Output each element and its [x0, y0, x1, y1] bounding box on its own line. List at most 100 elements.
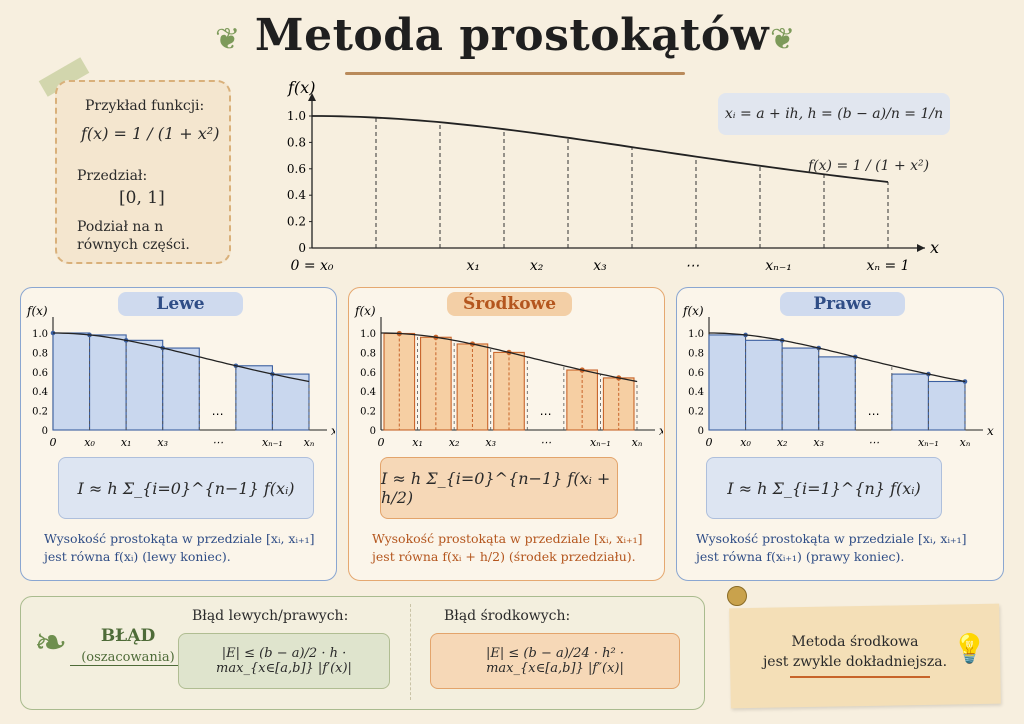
y-axis-label: f(x): [354, 305, 376, 318]
panel-mid-title: Środkowe: [447, 292, 572, 316]
tip-underline: [790, 676, 930, 678]
rectangle: [235, 365, 273, 431]
error-lr-formula: |E| ≤ (b − a)/2 · h · max_{x∈[a,b]} |f′(…: [178, 633, 390, 689]
x-tick-label: x₃: [485, 436, 496, 449]
panel-right-formula: I ≈ h Σ_{i=1}^{n} f(xᵢ): [706, 457, 942, 519]
x-tick-label: x₁: [467, 258, 481, 274]
x-axis-label: x: [331, 424, 335, 438]
x-tick-label: xₙ = 1: [866, 258, 909, 274]
leaf-icon: ❧: [34, 620, 68, 666]
x-tick-label: x₃: [813, 436, 824, 449]
error-subtitle: (oszacowania): [70, 650, 186, 666]
rectangle: [271, 373, 310, 431]
y-tick-label: 1.0: [360, 329, 376, 340]
function-curve: [53, 332, 310, 383]
x-tick-label: 0: [706, 436, 713, 449]
x-axis-label: x: [930, 238, 939, 257]
x-tick-label: 0: [50, 436, 57, 449]
y-tick-label: 0.2: [32, 407, 48, 418]
y-tick-label: 0.4: [360, 387, 376, 398]
rectangle: [927, 380, 966, 431]
y-tick-label: 0.2: [287, 215, 306, 229]
node-formula: xᵢ = a + ih, h = (b − a)/n = 1/n: [718, 93, 950, 135]
x-tick-label: xₙ: [304, 436, 315, 449]
error-mid-label: Błąd środkowych:: [444, 608, 571, 624]
tip-line-1: Metoda środkowa: [791, 634, 919, 650]
main-chart: f(x) x 1.0 0.8 0.6 0.4 0.2 0 0 = x₀ x₁ x₂ x₃ ⋯ xₙ₋₁ xₙ…: [287, 78, 939, 274]
x-tick-label: xₙ₋₁: [765, 258, 792, 274]
panel-left-formula: I ≈ h Σ_{i=0}^{n−1} f(xᵢ): [58, 457, 314, 519]
y-axis-arrow: [308, 93, 316, 101]
panel-right-desc-1: Wysokość prostokąta w przedziale [xᵢ, xᵢ…: [696, 531, 967, 546]
panel-right-desc-2: jest równa f(xᵢ₊₁) (prawy koniec).: [696, 549, 905, 564]
x-tick-label: 0 = x₀: [290, 258, 333, 274]
rectangle: [818, 356, 856, 431]
ellipsis: ⋯: [540, 407, 552, 421]
page-title: Metoda prostokątów: [254, 10, 770, 61]
interval-label: Przedział:: [77, 168, 148, 184]
pin-icon: [727, 586, 747, 606]
error-mid-formula: |E| ≤ (b − a)/24 · h² · max_{x∈[a,b]} |f…: [430, 633, 680, 689]
example-note: Przykład funkcji: f(x) = 1 / (1 + x²) Pr…: [55, 80, 231, 264]
y-tick-label: 0.4: [32, 387, 48, 398]
function-curve: [312, 115, 889, 183]
rectangle: [745, 339, 783, 431]
x-tick-label: xₙ: [632, 436, 643, 449]
interval-value: [0, 1]: [119, 188, 165, 208]
y-tick-label: 0.2: [688, 407, 704, 418]
y-tick-label: 1.0: [287, 109, 306, 123]
x-tick-label: 0: [378, 436, 385, 449]
error-divider: [410, 604, 411, 700]
panel-mid-desc-1: Wysokość prostokąta w przedziale [xᵢ, xᵢ…: [372, 531, 643, 546]
x-tick-label: ⋯: [540, 436, 551, 449]
x-tick-label: x₀: [84, 436, 95, 449]
y-axis-label: f(x): [287, 78, 315, 97]
function-curve: [381, 332, 638, 383]
y-tick-label: 0.8: [688, 348, 704, 359]
rectangle: [708, 334, 747, 431]
y-tick-label: 0.2: [360, 407, 376, 418]
x-tick-label: x₂: [449, 436, 460, 449]
x-tick-label: x₁: [121, 436, 132, 449]
y-tick-label: 0: [298, 241, 306, 255]
x-tick-label: ⋯: [212, 436, 223, 449]
division-text: Podział na n równych części.: [77, 219, 190, 253]
panel-left-desc-1: Wysokość prostokąta w przedziale [xᵢ, xᵢ…: [44, 531, 315, 546]
x-tick-label: xₙ: [960, 436, 971, 449]
panel-mid-chart: f(x) x 1.0 0.8 0.6 0.4 0.2 0 ⋯ 0 x₁ x₂ x₃ ⋯ xₙ₋₁ xₙ: [354, 305, 663, 449]
y-tick-label: 0.6: [688, 368, 704, 379]
panel-left-desc-2: jest równa f(xᵢ) (lewy koniec).: [44, 549, 231, 564]
panel-left-title: Lewe: [118, 292, 243, 316]
error-title: BŁĄD: [100, 626, 156, 646]
x-tick-label: ⋯: [685, 258, 699, 274]
y-tick-label: 0.6: [360, 368, 376, 379]
function-curve: [709, 332, 966, 383]
y-tick-label: 0.8: [360, 348, 376, 359]
rectangle: [89, 334, 127, 431]
example-heading: Przykład funkcji:: [85, 98, 205, 114]
left-sprig-icon: ❦: [215, 22, 241, 57]
x-tick-label: x₁: [412, 436, 423, 449]
panel-right-title: Prawe: [780, 292, 905, 316]
lightbulb-icon: 💡: [952, 632, 987, 665]
rectangle: [566, 369, 598, 431]
y-tick-label: 0: [370, 426, 376, 437]
panel-mid-formula: I ≈ h Σ_{i=0}^{n−1} f(xᵢ + h/2): [380, 457, 618, 519]
ellipsis: ⋯: [212, 407, 224, 421]
x-tick-label: xₙ₋₁: [262, 436, 283, 449]
rectangle: [891, 373, 929, 431]
y-tick-label: 0.8: [32, 348, 48, 359]
x-axis-arrow: [917, 244, 925, 252]
tip-line-2: jest zwykle dokładniejsza.: [762, 654, 948, 670]
panel-left-chart: f(x) x 1.0 0.8 0.6 0.4 0.2 0 ⋯ 0 x₀ x₁ x₃ ⋯ xₙ₋₁ xₙ: [26, 305, 335, 449]
rectangle: [52, 332, 91, 431]
y-tick-label: 0.8: [287, 135, 306, 149]
x-axis-label: x: [659, 424, 663, 438]
ellipsis: ⋯: [868, 407, 880, 421]
y-axis-label: f(x): [26, 305, 48, 318]
y-tick-label: 0: [698, 426, 704, 437]
y-tick-label: 0: [42, 426, 48, 437]
x-tick-label: x₂: [777, 436, 788, 449]
curve-label: f(x) = 1 / (1 + x²): [808, 158, 930, 174]
x-tick-label: xₙ₋₁: [918, 436, 939, 449]
